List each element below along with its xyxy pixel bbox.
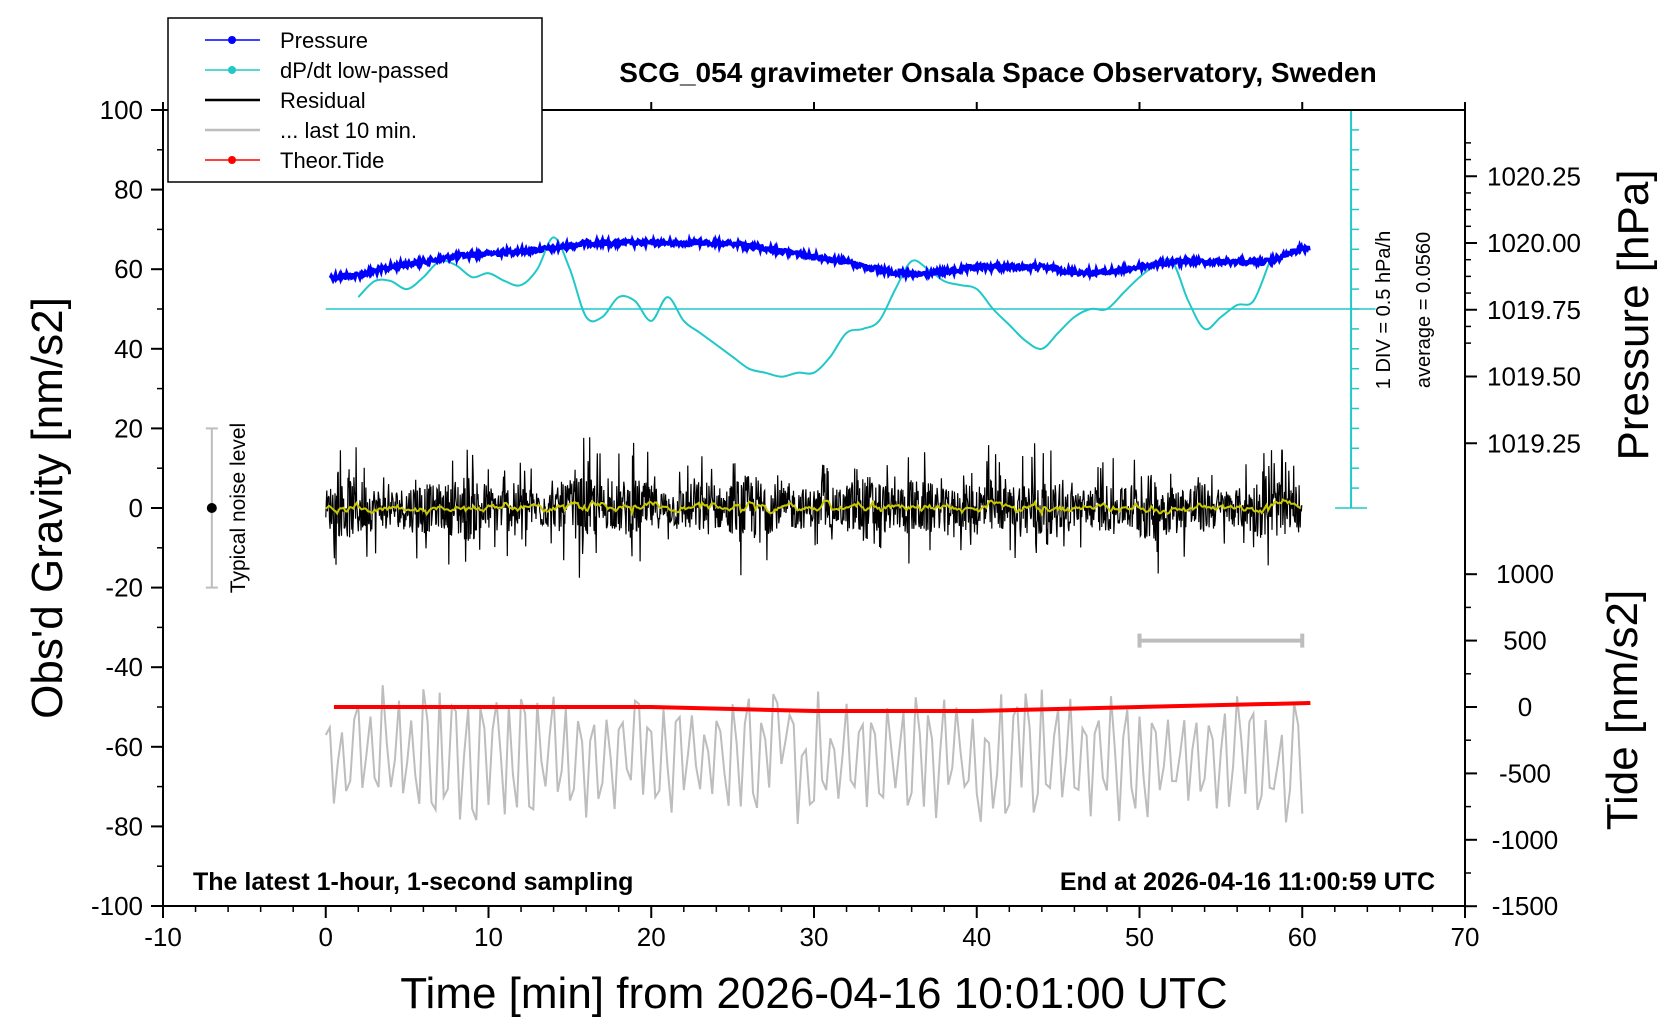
- y-axis-left-title: Obs'd Gravity [nm/s2]: [23, 297, 72, 719]
- legend-marker: [228, 156, 236, 164]
- y-tick-label: -80: [105, 811, 143, 841]
- legend-label: ... last 10 min.: [280, 118, 417, 143]
- tide-tick-label: 0: [1518, 692, 1532, 722]
- pressure-tick-label: 1019.25: [1487, 428, 1581, 458]
- range-bar: [1137, 633, 1305, 648]
- x-axis-title: Time [min] from 2026-04-16 10:01:00 UTC: [400, 969, 1227, 1018]
- y-tick-label: -20: [105, 573, 143, 603]
- y-axis-tide-title: Tide [nm/s2]: [1598, 590, 1647, 830]
- y-tick-label: 0: [129, 493, 143, 523]
- y-tick-label: 20: [114, 413, 143, 443]
- y-tick-label: 80: [114, 175, 143, 205]
- x-tick-label: 50: [1125, 922, 1154, 952]
- y-tick-label: -60: [105, 732, 143, 762]
- x-tick-label: 0: [319, 922, 333, 952]
- x-tick-label: 60: [1288, 922, 1317, 952]
- chart-title: SCG_054 gravimeter Onsala Space Observat…: [619, 57, 1376, 88]
- x-tick-label: 10: [474, 922, 503, 952]
- x-tick-label: 30: [800, 922, 829, 952]
- residual-series-line: [325, 437, 1303, 578]
- x-tick-label: 20: [637, 922, 666, 952]
- tide-tick-label: -1500: [1492, 891, 1559, 921]
- tide-tick-label: -1000: [1492, 825, 1559, 855]
- sampling-note: The latest 1-hour, 1-second sampling: [193, 868, 633, 896]
- pressure-series-line: [328, 233, 1311, 285]
- legend: Pressure dP/dt low-passed Residual ... last…: [167, 17, 543, 183]
- dpdt-series-line: [357, 236, 1271, 378]
- pressure-tick-label: 1020.00: [1487, 228, 1581, 258]
- pressure-tick-label: 1019.75: [1487, 295, 1581, 325]
- y-tick-label: -100: [91, 891, 143, 921]
- y-axis-left: 100 80 60 40 20 0 -20 -40 -60 -80 -100: [91, 95, 163, 921]
- x-tick-label: 40: [962, 922, 991, 952]
- tide-tick-label: 1000: [1496, 559, 1554, 589]
- legend-label: Theor.Tide: [280, 148, 384, 173]
- y-tick-label: 100: [100, 95, 143, 125]
- tide-tick-label: 500: [1503, 626, 1546, 656]
- noise-level-label: Typical noise level: [227, 423, 250, 593]
- y-axis-tide: 1000 500 0 -500 -1000 -1500: [1465, 559, 1558, 921]
- legend-label: Residual: [280, 88, 366, 113]
- x-axis: -10 0 10 20 30 40 50 60 70: [144, 102, 1479, 952]
- average-label: average = 0.0560: [1413, 232, 1435, 388]
- legend-label: Pressure: [280, 28, 368, 53]
- x-tick-label: -10: [144, 922, 182, 952]
- y-axis-pressure-title: Pressure [hPa]: [1609, 169, 1658, 460]
- div-scale-label: 1 DIV = 0.5 hPa/h: [1373, 231, 1395, 389]
- y-tick-label: 60: [114, 254, 143, 284]
- last10-series-line: [324, 685, 1304, 825]
- legend-label: dP/dt low-passed: [280, 58, 449, 83]
- x-tick-label: 70: [1451, 922, 1480, 952]
- div-scale: [1335, 109, 1368, 509]
- tide-tick-label: -500: [1499, 758, 1551, 788]
- noise-bar: [205, 427, 218, 589]
- residual-smoothed-line: [325, 498, 1302, 517]
- pressure-tick-label: 1020.25: [1487, 161, 1581, 191]
- y-axis-pressure: 1020.25 1020.00 1019.75 1019.50 1019.25: [1465, 142, 1581, 458]
- tide-series-line: [333, 701, 1311, 713]
- noise-bar-point: [206, 503, 217, 513]
- y-tick-label: 40: [114, 334, 143, 364]
- legend-marker: [228, 36, 236, 44]
- y-tick-label: -40: [105, 652, 143, 682]
- pressure-tick-label: 1019.50: [1487, 362, 1581, 392]
- legend-marker: [228, 66, 236, 74]
- end-time-note: End at 2026-04-16 11:00:59 UTC: [1060, 868, 1435, 896]
